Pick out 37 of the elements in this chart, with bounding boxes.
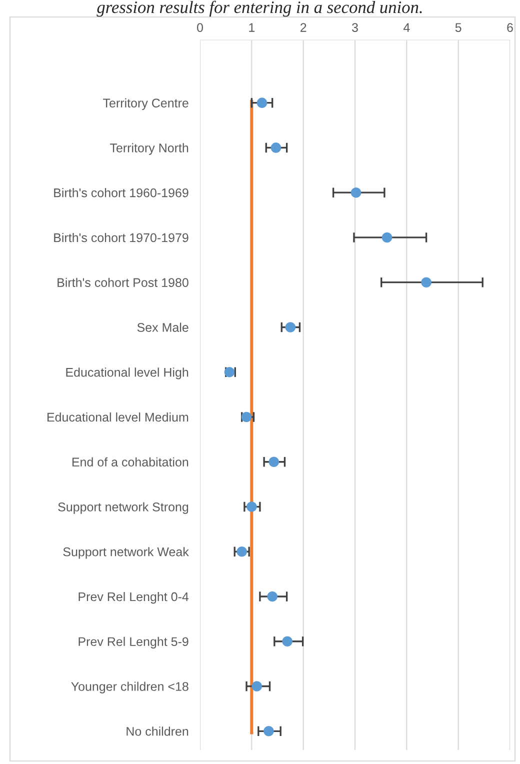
point bbox=[236, 546, 247, 557]
point bbox=[382, 232, 392, 243]
y-tick-label: Prev Rel Lenght 0-4 bbox=[78, 592, 189, 604]
point bbox=[421, 277, 432, 288]
point bbox=[267, 591, 278, 602]
point bbox=[350, 187, 362, 198]
y-tick-label: Birth's cohort 1970-1979 bbox=[54, 232, 188, 242]
y-tick-label: Prev Rel Lenght 5-9 bbox=[78, 636, 188, 649]
y-tick-label: No children bbox=[126, 726, 188, 736]
y-tick-label: Sex Male bbox=[137, 322, 188, 332]
x-tick-label: 2 bbox=[300, 23, 306, 32]
y-tick-label: Birth's cohort Post 1980 bbox=[58, 278, 188, 288]
y-tick-label: Territory Centre bbox=[103, 98, 188, 110]
y-tick-label: Birth's cohort 1960-1969 bbox=[54, 188, 188, 198]
y-tick-label: Support network Weak bbox=[63, 547, 189, 559]
point bbox=[268, 456, 280, 468]
chart-title: gression results for entering in a second union. bbox=[96, 0, 422, 17]
point bbox=[264, 726, 274, 736]
y-tick-label: Support network Strong bbox=[58, 502, 188, 514]
point bbox=[270, 142, 282, 153]
x-tick-label: 4 bbox=[403, 23, 410, 32]
y-tick-label: Younger children <18 bbox=[71, 682, 188, 694]
y-tick-label: Educational level High bbox=[66, 368, 188, 380]
x-tick-label: 6 bbox=[507, 23, 513, 32]
point bbox=[282, 636, 292, 647]
x-tick-label: 3 bbox=[352, 23, 358, 32]
point bbox=[241, 412, 252, 422]
point bbox=[252, 681, 262, 692]
y-tick-label: Educational level Medium bbox=[47, 412, 188, 422]
x-tick-label: 0 bbox=[197, 23, 203, 32]
point bbox=[246, 502, 257, 512]
y-tick-label: End of a cohabitation bbox=[72, 457, 188, 467]
point bbox=[285, 322, 296, 332]
x-tick-label: 1 bbox=[249, 23, 255, 32]
point bbox=[256, 98, 268, 108]
x-tick-label: 5 bbox=[455, 23, 462, 32]
y-tick-label: Territory North bbox=[110, 143, 188, 155]
